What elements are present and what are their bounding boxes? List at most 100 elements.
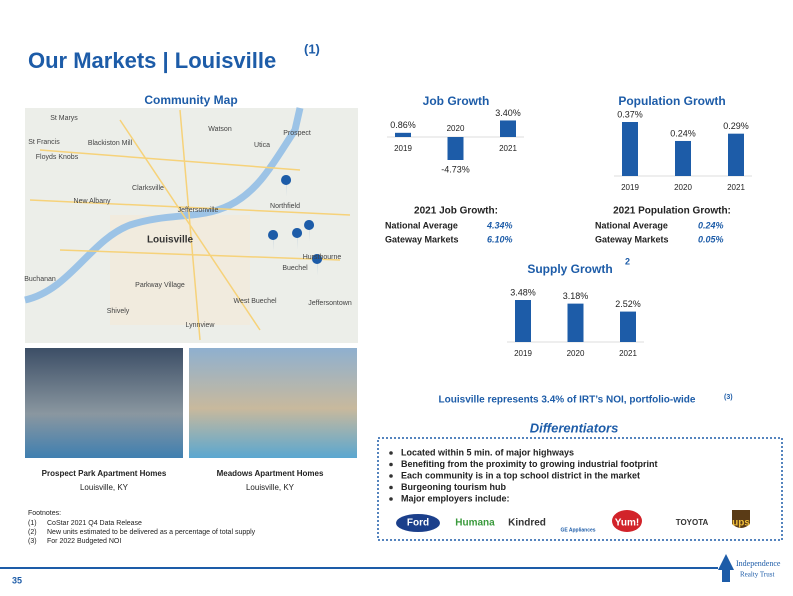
bullet-text: Each community is in a top school distri… [401, 470, 640, 480]
map-label: Northfield [270, 203, 300, 210]
value-label: 0.37% [617, 109, 643, 119]
chart-title: Supply Growth [527, 262, 612, 276]
chart-title-note: 2 [625, 256, 630, 266]
footnote-ref: (2) [28, 529, 37, 536]
bullet [389, 485, 393, 490]
noi-note-ref: (3) [724, 394, 733, 401]
bullet [389, 474, 393, 478]
employer-logo: Yum! [615, 518, 639, 529]
logo-text: Realty Trust [740, 571, 774, 579]
map-label: Prospect [283, 130, 311, 137]
employer-logo: Ford [407, 518, 429, 529]
stats-label: National Average [595, 220, 668, 230]
employer-logo: ups [732, 518, 750, 529]
noi-note: Louisville represents 3.4% of IRT’s NOI,… [439, 395, 696, 406]
stats-title: 2021 Job Growth: [414, 206, 498, 217]
logo-shape [732, 510, 750, 528]
bullet-text: Located within 5 min. of major highways [401, 447, 574, 457]
bar [620, 311, 636, 342]
value-label: 2.52% [615, 299, 641, 309]
category-label: 2021 [499, 144, 517, 153]
stats-value: 0.05% [698, 234, 724, 244]
map-label: West Buechel [233, 298, 277, 305]
property-location: Louisville, KY [80, 483, 129, 492]
bar [728, 133, 744, 176]
stats-label: Gateway Markets [595, 234, 669, 244]
value-label: 0.29% [723, 121, 749, 131]
bullet-text: Burgeoning tourism hub [401, 482, 506, 492]
category-label: 2019 [514, 349, 532, 358]
property-location: Louisville, KY [246, 483, 295, 492]
bar [675, 140, 691, 176]
map-label: Clarksville [132, 185, 164, 192]
differentiators-box [377, 437, 783, 541]
map-label: Louisville [147, 235, 194, 246]
value-label: 3.18% [563, 291, 589, 301]
property-name: Prospect Park Apartment Homes [42, 469, 167, 478]
stats-title: 2021 Population Growth: [613, 206, 731, 217]
value-label: 0.86% [390, 120, 416, 130]
stats-label: National Average [385, 220, 458, 230]
roads [29, 109, 351, 341]
map-label: Shively [107, 308, 130, 315]
map [24, 107, 358, 343]
stats-value: 0.24% [698, 220, 724, 230]
page-number: 35 [12, 575, 22, 585]
bullet [389, 462, 393, 467]
footnote-text: New units estimated to be delivered as a… [47, 529, 256, 536]
employer-logo: Kindred [508, 518, 546, 529]
footnote-ref: (1) [28, 520, 37, 527]
bullet-text: Benefiting from the proximity to growing… [401, 459, 658, 469]
category-label: 2021 [619, 349, 637, 358]
category-label: 2021 [727, 183, 745, 192]
logo-shape [612, 510, 642, 532]
bar [567, 303, 584, 342]
property-name: Meadows Apartment Homes [217, 469, 324, 478]
footnote-ref: (3) [28, 538, 37, 545]
map-label: New Albany [74, 198, 111, 205]
map-label: St Francis [28, 139, 60, 146]
category-label: 2019 [621, 183, 639, 192]
bar [395, 132, 411, 137]
map-urban [110, 215, 250, 325]
footnote-text: CoStar 2021 Q4 Data Release [47, 520, 142, 527]
value-label: -4.73% [441, 164, 470, 174]
value-label: 0.24% [670, 128, 696, 138]
map-label: Floyds Knobs [36, 154, 79, 161]
differentiators-title: Differentiators [530, 420, 619, 435]
title-note: (1) [304, 41, 320, 56]
map-label: Blackiston Mill [88, 140, 133, 147]
logo-shape [396, 514, 440, 532]
category-label: 2020 [567, 349, 585, 358]
stats-label: Gateway Markets [385, 234, 459, 244]
map-label: Jeffersonville [178, 207, 219, 214]
employer-logo: Humana [455, 518, 495, 529]
value-label: 3.48% [510, 287, 536, 297]
map-label: Watson [208, 126, 232, 133]
category-label: 2019 [394, 144, 412, 153]
logo-text: Independence [736, 559, 781, 568]
map-label: St Marys [50, 115, 78, 122]
bar [447, 137, 464, 160]
map-label: Buechel [282, 265, 308, 272]
chart-title: Population Growth [618, 94, 725, 108]
footnote-text: For 2022 Budgeted NOI [47, 538, 121, 545]
chart-title: Job Growth [423, 94, 490, 108]
map-title: Community Map [144, 93, 237, 107]
photo-2 [189, 348, 357, 458]
map-label: Parkway Village [135, 282, 185, 289]
category-label: 2020 [447, 124, 465, 133]
stats-value: 6.10% [487, 234, 513, 244]
map-label: Hurstbourne [303, 254, 342, 261]
employer-logo: GE Appliances [560, 527, 595, 533]
category-label: 2020 [674, 183, 692, 192]
footnotes-title: Footnotes: [28, 510, 61, 517]
slide-title: Our Markets | Louisville [28, 48, 276, 73]
value-label: 3.40% [495, 108, 521, 118]
map-label: Jeffersontown [308, 300, 352, 307]
bullet-text: Major employers include: [401, 493, 510, 503]
map-label: Utica [254, 142, 270, 149]
bullet [389, 451, 393, 455]
bar [515, 300, 531, 342]
